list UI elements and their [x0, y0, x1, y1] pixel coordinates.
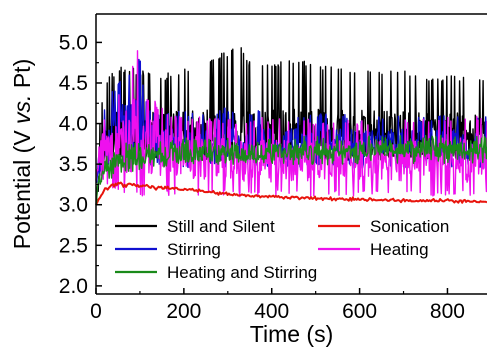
series-layer	[95, 47, 487, 206]
y-tick-label: 2.5	[59, 234, 88, 257]
y-axis-title-part-2: Pt)	[9, 59, 35, 95]
series-line-sonication	[95, 181, 487, 206]
y-tick-label: 5.0	[59, 31, 88, 54]
y-tick-label: 3.0	[59, 194, 88, 217]
legend-label: Still and Silent	[167, 217, 275, 236]
legend-label: Sonication	[370, 217, 449, 236]
legend: Still and Silent Sonication Stirring Heatin…	[115, 217, 449, 282]
x-tick-label: 0	[90, 300, 102, 323]
legend-label: Heating	[370, 240, 429, 259]
x-axis-title: Time (s)	[250, 321, 333, 347]
y-tick-label: 3.5	[59, 153, 88, 176]
y-tick-label: 4.0	[59, 113, 88, 136]
x-tick-label: 800	[430, 300, 465, 323]
series-line-heating	[95, 50, 487, 198]
y-axis-title-vs: vs.	[9, 95, 35, 124]
series-line-heating-and-stirring	[95, 134, 487, 205]
y-tick-label: 4.5	[59, 72, 88, 95]
legend-label: Stirring	[167, 240, 221, 259]
axes	[95, 13, 487, 295]
x-tick-label: 600	[342, 300, 377, 323]
y-axis-title: Potential (V vs. Pt)	[9, 59, 35, 249]
y-axis-title-part-1: Potential (V	[9, 124, 35, 249]
x-tick-label: 400	[254, 300, 289, 323]
x-tick-label: 200	[166, 300, 201, 323]
tick-labels: 0 200 400 600 800 2.0 2.5 3.0 3.5 4.0 4.5 5.0	[59, 31, 465, 323]
legend-label: Heating and Stirring	[167, 263, 317, 282]
y-tick-label: 2.0	[59, 275, 88, 298]
